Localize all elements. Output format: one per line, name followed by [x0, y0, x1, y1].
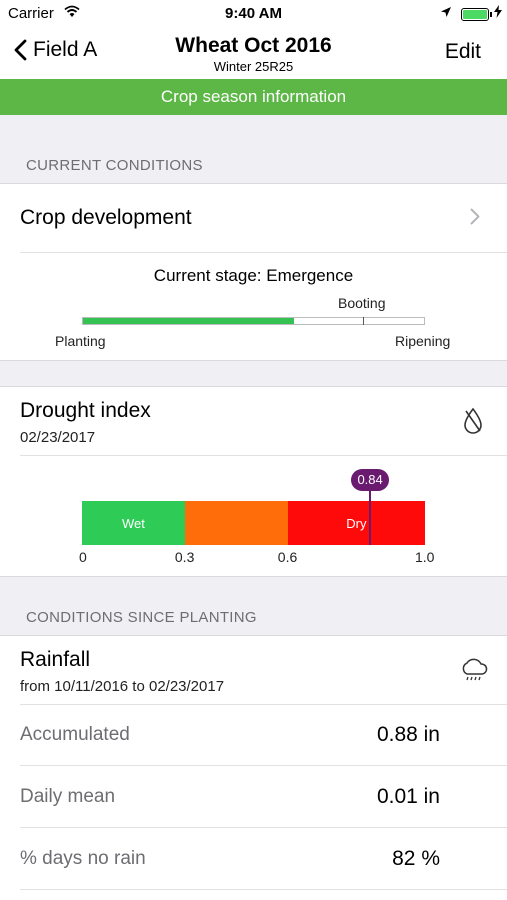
rainfall-stat-value: 82 % — [392, 847, 440, 870]
rainfall-stat-row: % days no rain 82 % — [20, 829, 507, 890]
rainfall-stat-value: 0.01 in — [376, 785, 440, 808]
drought-segment-0: Wet — [82, 501, 185, 545]
planting-label: Planting — [55, 333, 106, 349]
crop-progress-fill — [83, 318, 295, 324]
drought-axis-tick-label: 1.0 — [415, 549, 435, 565]
rain-cloud-icon — [459, 656, 489, 689]
drought-index-date: 02/23/2017 — [20, 429, 96, 446]
drought-segment-label: Wet — [122, 515, 145, 531]
ripening-label: Ripening — [395, 333, 451, 349]
row-separator — [20, 455, 507, 456]
page-title: Wheat Oct 2016 — [175, 34, 332, 57]
rainfall-stat-label: Daily mean — [20, 786, 116, 807]
status-bar: Carrier 9:40 AM — [0, 0, 507, 28]
page-subtitle: Winter 25R25 — [213, 59, 294, 74]
drought-value-badge: 0.84 — [351, 469, 390, 491]
battery-icon — [461, 8, 489, 21]
crop-season-info-banner[interactable]: Crop season information — [0, 79, 507, 115]
edit-button[interactable]: Edit — [444, 40, 481, 63]
rainfall-title: Rainfall — [20, 648, 91, 671]
crop-development-label: Crop development — [20, 206, 192, 229]
drought-index-title: Drought index — [20, 399, 151, 422]
drought-segment-label: Dry — [346, 515, 367, 531]
clock-time: 9:40 AM — [225, 5, 282, 22]
location-arrow-icon — [440, 5, 452, 22]
drought-value-marker — [369, 487, 372, 545]
row-separator — [20, 252, 507, 253]
crop-development-row[interactable]: Crop development — [0, 184, 507, 252]
navigation-bar: Field A Wheat Oct 2016 Winter 25R25 Edit — [0, 28, 507, 79]
drought-index-card: Drought index 02/23/2017 Wet Dry 0.84 0 0.… — [0, 386, 507, 577]
current-stage-label: Current stage: Emergence — [153, 266, 354, 285]
drop-slash-icon — [462, 407, 484, 440]
chevron-left-icon — [14, 39, 27, 61]
carrier-label: Carrier — [8, 5, 54, 22]
chevron-right-icon — [470, 208, 480, 230]
drought-scale: Wet Dry — [82, 501, 425, 545]
rainfall-stat-label: Accumulated — [20, 724, 130, 745]
rainfall-period: from 10/11/2016 to 02/23/2017 — [20, 678, 225, 695]
back-button[interactable]: Field A — [14, 38, 97, 62]
row-separator — [20, 704, 507, 705]
rainfall-stat-value: 0.88 in — [376, 723, 440, 746]
battery-tip — [490, 12, 492, 17]
drought-axis-tick-label: 0 — [79, 549, 87, 565]
drought-segment-2: Dry — [287, 501, 425, 545]
conditions-since-planting-header: CONDITIONS SINCE PLANTING — [26, 609, 257, 626]
crop-progress-bar — [82, 317, 425, 325]
charging-bolt-icon — [494, 5, 502, 21]
drought-segment-1 — [184, 501, 288, 545]
booting-label: Booting — [338, 295, 386, 311]
rainfall-stat-row: Daily mean 0.01 in — [20, 767, 507, 828]
drought-axis-tick-label: 0.3 — [174, 549, 195, 565]
wifi-icon — [64, 5, 80, 22]
rainfall-stat-label: % days no rain — [20, 848, 146, 869]
drought-axis-tick-label: 0.6 — [277, 549, 298, 565]
booting-tick — [362, 317, 364, 325]
crop-development-card: Crop development Current stage: Emergenc… — [0, 183, 507, 361]
current-conditions-header: CURRENT CONDITIONS — [26, 157, 203, 174]
rainfall-card: Rainfall from 10/11/2016 to 02/23/2017 A… — [0, 635, 507, 900]
back-button-label: Field A — [33, 38, 98, 61]
rainfall-stat-row: Accumulated 0.88 in — [20, 705, 507, 766]
